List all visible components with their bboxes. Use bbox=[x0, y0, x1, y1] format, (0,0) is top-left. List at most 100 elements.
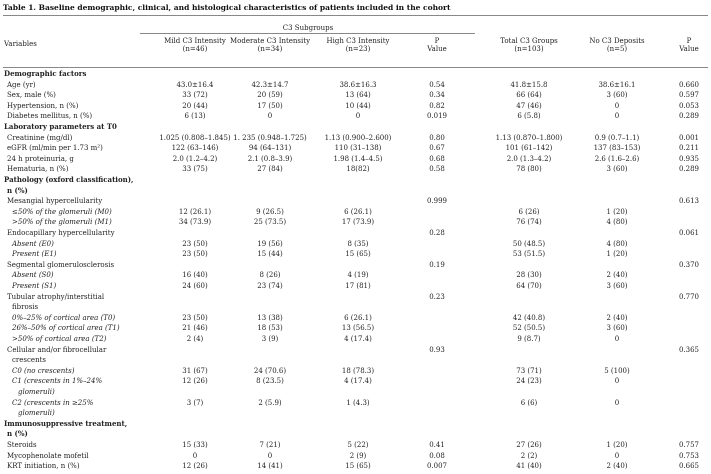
row-label: C0 (no crescents) bbox=[12, 367, 75, 375]
table-cell: 0 bbox=[614, 399, 620, 407]
table-cell: 1.98 (1.4–4.5) bbox=[333, 155, 383, 163]
table-cell: 4 (19) bbox=[347, 271, 369, 279]
table-cell: 3 (9) bbox=[261, 335, 279, 343]
table-cell: 2 (40) bbox=[606, 271, 628, 279]
table-cell: 3 (60) bbox=[606, 282, 628, 290]
table-cell: 18 (53) bbox=[257, 324, 283, 332]
table-cell: 23 (50) bbox=[182, 240, 208, 248]
table-cell: 18(82) bbox=[346, 165, 370, 173]
column-header-n: (n=34) bbox=[257, 45, 283, 53]
table-cell: 0 bbox=[614, 377, 620, 385]
table-cell: 47 (46) bbox=[516, 102, 542, 110]
table-cell: 12 (26.1) bbox=[178, 208, 212, 216]
table-cell: 0.613 bbox=[678, 197, 700, 205]
table-cell: 66 (64) bbox=[516, 91, 542, 99]
caption-rule bbox=[3, 15, 708, 16]
table-cell: 1 (4.3) bbox=[346, 399, 370, 407]
table-cell: 0.41 bbox=[429, 441, 445, 449]
table-cell: 0.23 bbox=[429, 293, 445, 301]
column-header: Total C3 Groups bbox=[500, 37, 558, 45]
table-cell: 0.019 bbox=[426, 112, 448, 120]
table-cell: 0.9 (0.7–1.1) bbox=[594, 134, 640, 142]
table-cell: 73 (71) bbox=[516, 367, 542, 375]
table-cell: 0.289 bbox=[678, 165, 700, 173]
table-cell: 0.753 bbox=[678, 452, 700, 460]
table-cell: 64 (70) bbox=[516, 282, 542, 290]
table-cell: 110 (31–138) bbox=[334, 144, 382, 152]
table-cell: 43.0±16.4 bbox=[176, 81, 214, 89]
table-cell: 10 (44) bbox=[345, 102, 371, 110]
table-cell: 0.061 bbox=[678, 229, 700, 237]
table-cell: 3 (60) bbox=[606, 91, 628, 99]
table-cell: 23 (50) bbox=[182, 314, 208, 322]
table-cell: 0 bbox=[267, 112, 273, 120]
table-cell: 0.68 bbox=[429, 155, 445, 163]
table-cell: 27 (26) bbox=[516, 441, 542, 449]
row-label: Mycophenolate mofetil bbox=[7, 452, 89, 460]
table-cell: 0.935 bbox=[678, 155, 700, 163]
column-header: No C3 Deposits bbox=[589, 37, 645, 45]
table-cell: 50 (48.5) bbox=[512, 240, 546, 248]
row-label: 24 h proteinuria, g bbox=[7, 155, 74, 163]
table-cell: 12 (26) bbox=[182, 377, 208, 385]
row-label: KRT initiation, n (%) bbox=[7, 462, 80, 470]
row-label: Absent (E0) bbox=[12, 240, 54, 248]
row-label: C2 (crescents in ≥25% bbox=[12, 399, 94, 407]
table-cell: 78 (80) bbox=[516, 165, 542, 173]
table-cell: 6 (5.8) bbox=[517, 112, 541, 120]
table-cell: 2 (40) bbox=[606, 462, 628, 470]
table-cell: 0.770 bbox=[678, 293, 700, 301]
table-cell: 1.13 (0.900–2.600) bbox=[324, 134, 392, 142]
row-label: Laboratory parameters at T0 bbox=[4, 122, 117, 131]
table-cell: 20 (59) bbox=[257, 91, 283, 99]
row-label: ≤50% of the glomeruli (M0) bbox=[12, 208, 112, 216]
table-cell: 101 (61–142) bbox=[505, 144, 553, 152]
row-label: 0%–25% of cortical area (T0) bbox=[12, 314, 116, 322]
table-cell: 17 (81) bbox=[345, 282, 371, 290]
table-cell: 2.6 (1.6–2.6) bbox=[594, 155, 640, 163]
table-cell: 137 (83–153) bbox=[593, 144, 641, 152]
table-cell: 23 (74) bbox=[257, 282, 283, 290]
table-cell: 0.93 bbox=[429, 346, 445, 354]
table-cell: 4 (17.4) bbox=[344, 335, 372, 343]
row-label: Tubular atrophy/interstitial bbox=[7, 293, 105, 301]
table-cell: 2 (40) bbox=[606, 314, 628, 322]
table-cell: 14 (41) bbox=[257, 462, 283, 470]
table-cell: 0 bbox=[614, 452, 620, 460]
table-cell: 33 (75) bbox=[182, 165, 208, 173]
table-cell: 0.365 bbox=[678, 346, 700, 354]
table-cell: 0 bbox=[614, 335, 620, 343]
row-label: Absent (S0) bbox=[12, 271, 54, 279]
table-cell: 42 (40.8) bbox=[512, 314, 546, 322]
column-header-n: (n=23) bbox=[345, 45, 371, 53]
table-cell: 24 (23) bbox=[516, 377, 542, 385]
table-cell: 8 (26) bbox=[259, 271, 281, 279]
column-header: P bbox=[686, 37, 692, 45]
row-label: glomeruli) bbox=[18, 388, 55, 396]
table-cell: 19 (56) bbox=[257, 240, 283, 248]
row-label: Demographic factors bbox=[4, 69, 87, 78]
table-cell: 0.08 bbox=[429, 452, 445, 460]
row-label: Age (yr) bbox=[7, 81, 36, 89]
column-header-n: (n=103) bbox=[514, 45, 544, 53]
table-cell: 2 (2) bbox=[520, 452, 538, 460]
row-label: 26%–50% of cortical area (T1) bbox=[12, 324, 120, 332]
table-cell: 2 (4) bbox=[186, 335, 204, 343]
table-cell: 0.211 bbox=[678, 144, 700, 152]
table-cell: 1 (20) bbox=[606, 250, 628, 258]
row-label: n (%) bbox=[7, 186, 28, 195]
table-cell: 0 bbox=[614, 112, 620, 120]
header-rule bbox=[3, 67, 708, 68]
table-cell: 0.19 bbox=[429, 261, 445, 269]
row-label: Diabetes mellitus, n (%) bbox=[7, 112, 93, 120]
table-cell: 53 (51.5) bbox=[512, 250, 546, 258]
table-cell: 0.67 bbox=[429, 144, 445, 152]
row-label: Sex, male (%) bbox=[7, 91, 56, 99]
table-cell: 42.3±14.7 bbox=[251, 81, 289, 89]
row-label: Creatinine (mg/dl) bbox=[7, 134, 73, 142]
table-cell: 1.13 (0.870–1.800) bbox=[495, 134, 563, 142]
table-cell: 38.6±16.3 bbox=[339, 81, 377, 89]
table-cell: 13 (38) bbox=[257, 314, 283, 322]
table-cell: 25 (73.5) bbox=[253, 218, 287, 226]
row-label: Mesangial hypercellularity bbox=[7, 197, 103, 205]
